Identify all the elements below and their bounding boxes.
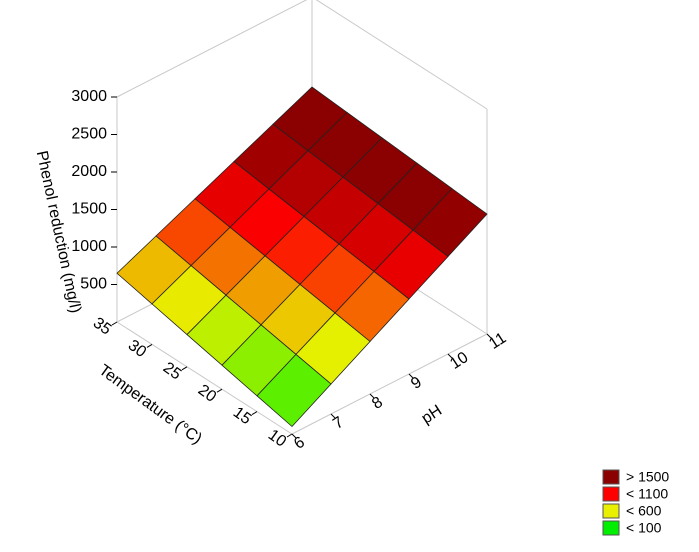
x-tick bbox=[291, 433, 297, 439]
x-tick bbox=[369, 393, 375, 399]
z-tick-label: 500 bbox=[80, 276, 107, 293]
y-tick bbox=[146, 343, 153, 348]
legend-swatch bbox=[602, 503, 620, 519]
box-edge bbox=[116, 0, 308, 98]
z-tick-label: 1500 bbox=[71, 201, 107, 218]
legend-label: < 600 bbox=[626, 503, 662, 519]
legend-label: < 1100 bbox=[626, 486, 668, 502]
box-edge bbox=[291, 333, 488, 435]
x-tick-label: 6 bbox=[291, 434, 308, 453]
x-tick-label: 11 bbox=[486, 330, 509, 353]
x-tick-label: 9 bbox=[408, 374, 425, 393]
z-tick-label: 3000 bbox=[71, 88, 107, 105]
legend-swatch bbox=[602, 469, 620, 485]
surface-cell bbox=[256, 353, 332, 428]
x-tick-label: 7 bbox=[330, 414, 347, 433]
x-tick bbox=[408, 373, 414, 379]
y-tick bbox=[216, 388, 223, 393]
z-tick-label: 1000 bbox=[71, 238, 107, 255]
z-tick-label: 2500 bbox=[71, 126, 107, 143]
x-tick bbox=[330, 413, 336, 419]
legend-swatch bbox=[602, 486, 620, 502]
y-tick-label: 35 bbox=[90, 314, 114, 338]
x-axis-title: pH bbox=[419, 402, 445, 427]
legend-label: < 100 bbox=[626, 520, 662, 536]
legend-swatch bbox=[602, 520, 620, 536]
y-tick bbox=[111, 321, 118, 326]
y-tick bbox=[251, 411, 258, 416]
box-edge bbox=[315, 0, 488, 110]
y-axis-title: Temperature (°C) bbox=[95, 362, 204, 448]
y-tick bbox=[181, 366, 188, 371]
legend-label: > 1500 bbox=[626, 469, 669, 485]
x-tick-label: 8 bbox=[369, 394, 386, 413]
x-tick bbox=[486, 333, 492, 339]
y-tick bbox=[286, 433, 293, 438]
box-edge bbox=[116, 321, 293, 435]
z-tick-label: 2000 bbox=[71, 163, 107, 180]
x-tick bbox=[447, 353, 453, 359]
